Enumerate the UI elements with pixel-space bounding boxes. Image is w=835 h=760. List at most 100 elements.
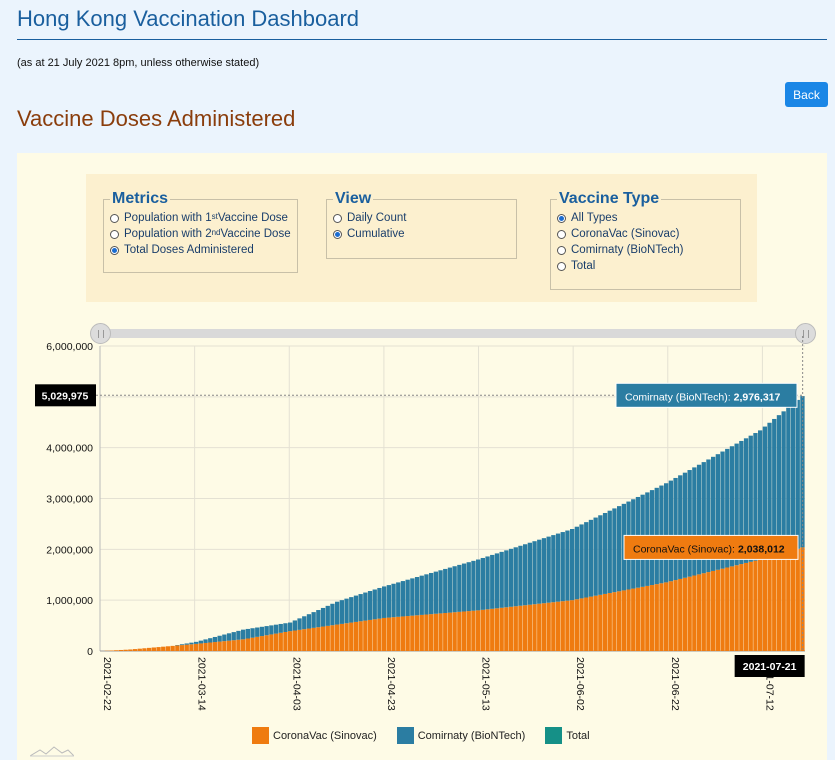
bar-sinovac xyxy=(673,580,678,651)
bar-sinovac xyxy=(485,609,490,651)
bar-biontech xyxy=(429,572,434,615)
radio-icon[interactable] xyxy=(557,261,566,271)
bar-biontech xyxy=(706,459,711,573)
bar-biontech xyxy=(565,530,570,601)
bar-biontech xyxy=(574,526,579,600)
bar-sinovac xyxy=(330,625,335,651)
bar-biontech xyxy=(753,433,758,561)
bar-sinovac xyxy=(405,616,410,651)
radio-icon[interactable] xyxy=(333,229,342,239)
metric-label: Population with 1 xyxy=(124,212,212,224)
bar-biontech xyxy=(179,644,185,646)
bar-sinovac xyxy=(471,610,476,651)
bar-sinovac xyxy=(363,620,368,651)
bar-sinovac xyxy=(292,630,297,651)
bar-biontech xyxy=(297,618,302,630)
tooltip-biontech-label: Comirnaty (BioNTech): xyxy=(625,391,731,403)
bar-sinovac xyxy=(179,645,185,651)
bar-sinovac xyxy=(631,588,636,651)
y-tick-label: 0 xyxy=(87,646,93,658)
bar-biontech xyxy=(208,638,213,643)
bar-sinovac xyxy=(602,593,608,651)
bar-biontech xyxy=(781,411,786,553)
bar-sinovac xyxy=(226,640,232,651)
legend-item-total[interactable]: Total xyxy=(545,727,590,744)
metric-option[interactable]: Total Doses Administered xyxy=(110,242,291,258)
legend-item-sinovac[interactable]: CoronaVac (Sinovac) xyxy=(252,727,377,744)
radio-icon[interactable] xyxy=(110,245,119,255)
back-button[interactable]: Back xyxy=(785,82,828,107)
slider-start-handle[interactable] xyxy=(90,323,111,344)
slider-end-handle[interactable] xyxy=(795,323,816,344)
vaccine-type-label: Comirnaty (BioNTech) xyxy=(571,244,684,256)
legend-item-biontech[interactable]: Comirnaty (BioNTech) xyxy=(396,727,525,744)
radio-icon[interactable] xyxy=(110,213,119,223)
bar-sinovac xyxy=(711,570,716,651)
bar-sinovac xyxy=(114,650,119,651)
bar-biontech xyxy=(800,396,805,548)
bar-biontech xyxy=(659,485,664,584)
bar-sinovac xyxy=(438,613,443,651)
bar-sinovac xyxy=(217,641,222,651)
vaccine-type-label: CoronaVac (Sinovac) xyxy=(571,228,680,240)
bar-sinovac xyxy=(109,650,114,651)
bar-sinovac xyxy=(790,550,796,651)
date-range-slider[interactable] xyxy=(100,329,805,338)
bar-sinovac xyxy=(734,565,739,651)
bar-biontech xyxy=(504,550,509,608)
bar-biontech xyxy=(353,595,359,622)
bar-sinovac xyxy=(527,604,532,651)
radio-icon[interactable] xyxy=(557,213,566,223)
bar-biontech xyxy=(588,519,594,597)
bar-sinovac xyxy=(508,606,514,651)
bar-sinovac xyxy=(612,592,617,651)
radio-icon[interactable] xyxy=(110,229,119,239)
bar-sinovac xyxy=(424,614,429,651)
bar-sinovac xyxy=(579,598,584,651)
bar-biontech xyxy=(527,542,532,605)
radio-icon[interactable] xyxy=(557,229,566,239)
vaccine-type-option[interactable]: Total xyxy=(557,258,734,274)
vaccine-type-option[interactable]: All Types xyxy=(557,210,734,226)
bar-biontech xyxy=(367,591,373,620)
bar-sinovac xyxy=(532,604,537,651)
bar-biontech xyxy=(598,515,603,595)
bar-biontech xyxy=(715,454,720,570)
bar-biontech xyxy=(447,567,453,613)
bar-sinovac xyxy=(429,614,434,651)
legend-swatch-biontech xyxy=(396,727,414,744)
bar-sinovac xyxy=(222,641,227,651)
bar-sinovac xyxy=(739,564,744,651)
bar-sinovac xyxy=(443,613,448,651)
bar-sinovac xyxy=(692,575,697,651)
bar-biontech xyxy=(729,446,735,567)
bar-sinovac xyxy=(626,589,631,651)
bar-sinovac xyxy=(537,603,542,651)
bar-biontech xyxy=(217,635,222,642)
bar-biontech xyxy=(541,538,547,604)
bar-sinovac xyxy=(720,568,725,651)
bar-sinovac xyxy=(358,621,363,651)
vaccine-type-option[interactable]: Comirnaty (BioNTech) xyxy=(557,242,734,258)
view-option[interactable]: Cumulative xyxy=(333,226,510,242)
bar-biontech xyxy=(335,601,340,625)
view-option[interactable]: Daily Count xyxy=(333,210,510,226)
bar-biontech xyxy=(363,592,368,621)
radio-icon[interactable] xyxy=(333,213,342,223)
bar-sinovac xyxy=(236,639,241,651)
bar-sinovac xyxy=(518,605,523,651)
bar-sinovac xyxy=(382,617,387,651)
tooltip-sinovac-text: CoronaVac (Sinovac): 2,038,012 xyxy=(633,543,785,555)
bar-sinovac xyxy=(706,572,711,651)
bar-sinovac xyxy=(161,646,166,651)
bar-sinovac xyxy=(551,602,556,651)
bar-sinovac xyxy=(668,581,673,651)
radio-icon[interactable] xyxy=(557,245,566,255)
bar-sinovac xyxy=(283,631,288,651)
bar-sinovac xyxy=(565,600,570,651)
vaccine-type-option[interactable]: CoronaVac (Sinovac) xyxy=(557,226,734,242)
